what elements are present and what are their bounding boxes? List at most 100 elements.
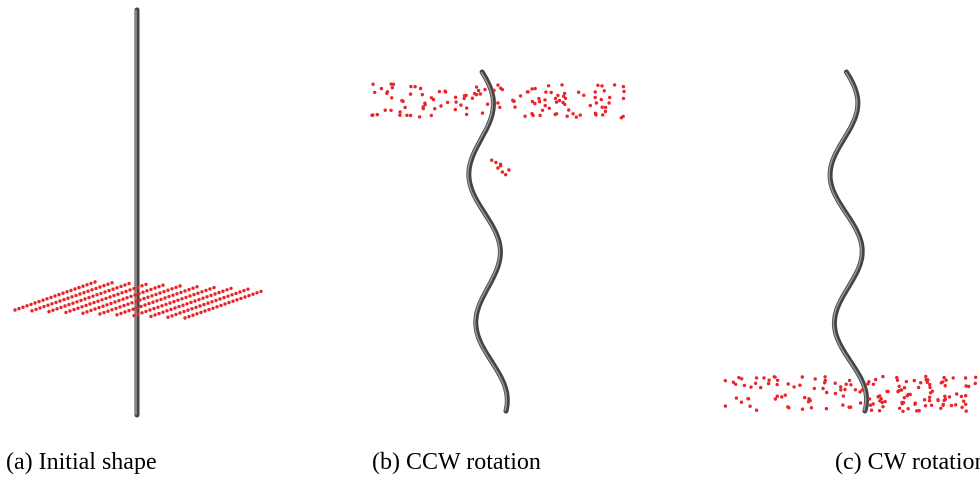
point: [204, 288, 208, 293]
point: [162, 289, 166, 294]
point: [418, 86, 423, 91]
point: [927, 395, 932, 399]
point: [544, 90, 548, 94]
point: [960, 405, 964, 409]
point: [398, 110, 402, 114]
point: [841, 394, 846, 398]
point: [126, 302, 130, 306]
point: [885, 389, 889, 394]
point: [600, 105, 604, 109]
point: [78, 292, 82, 296]
point: [603, 105, 608, 110]
point: [470, 96, 475, 100]
point: [178, 311, 182, 315]
point: [137, 291, 141, 296]
point: [123, 310, 127, 314]
point: [168, 301, 172, 305]
point: [963, 376, 968, 380]
point: [928, 391, 933, 395]
point: [165, 309, 169, 313]
point: [92, 300, 96, 305]
point: [242, 288, 246, 293]
point: [104, 296, 108, 301]
point: [148, 308, 152, 312]
point: [464, 112, 469, 117]
point: [964, 402, 968, 406]
point: [749, 385, 753, 389]
point: [119, 311, 123, 316]
point: [371, 82, 375, 86]
point: [55, 307, 59, 311]
point: [902, 396, 906, 400]
point: [105, 303, 109, 307]
point: [612, 83, 617, 87]
point: [50, 302, 54, 306]
point: [45, 297, 49, 301]
point: [63, 304, 67, 308]
point: [176, 298, 180, 302]
point: [494, 160, 498, 165]
point: [153, 313, 157, 317]
point: [499, 86, 503, 90]
point: [621, 84, 626, 89]
point: [136, 312, 140, 316]
point: [533, 101, 537, 106]
point: [408, 113, 413, 118]
point: [574, 115, 578, 119]
point: [474, 93, 479, 97]
dots: [13, 82, 978, 413]
point: [171, 293, 175, 297]
point: [159, 297, 163, 302]
point: [122, 303, 126, 308]
point: [235, 298, 239, 302]
point: [375, 112, 379, 117]
point: [439, 104, 443, 108]
point: [255, 291, 259, 295]
point: [511, 98, 515, 103]
point: [197, 297, 201, 302]
point: [901, 409, 905, 413]
point: [576, 90, 581, 94]
point: [110, 308, 114, 312]
point: [928, 385, 932, 390]
point: [130, 301, 134, 305]
point: [740, 377, 744, 381]
point: [188, 294, 192, 298]
point: [199, 310, 203, 315]
point: [902, 386, 907, 390]
point: [563, 102, 567, 107]
point: [222, 295, 226, 300]
point: [84, 303, 88, 308]
point: [85, 283, 89, 287]
point: [184, 295, 188, 300]
point: [230, 293, 234, 297]
point: [408, 92, 413, 96]
point: [917, 408, 921, 413]
point: [93, 280, 97, 284]
point: [145, 289, 149, 293]
point: [922, 398, 927, 402]
point: [513, 105, 517, 109]
point: [746, 397, 750, 401]
point: [83, 297, 87, 301]
point: [877, 409, 882, 413]
point: [767, 378, 771, 382]
point: [823, 378, 827, 383]
point: [955, 392, 959, 396]
point: [405, 113, 409, 118]
point: [185, 302, 189, 306]
point: [445, 100, 450, 105]
point: [547, 106, 551, 111]
point: [518, 94, 523, 98]
point: [110, 281, 114, 285]
point: [530, 87, 534, 91]
point: [925, 380, 929, 384]
point: [158, 291, 162, 295]
point: [51, 308, 55, 312]
point: [202, 302, 206, 307]
point: [462, 96, 466, 101]
point: [490, 158, 494, 162]
point: [737, 375, 741, 380]
point: [160, 304, 164, 308]
point: [223, 302, 227, 306]
